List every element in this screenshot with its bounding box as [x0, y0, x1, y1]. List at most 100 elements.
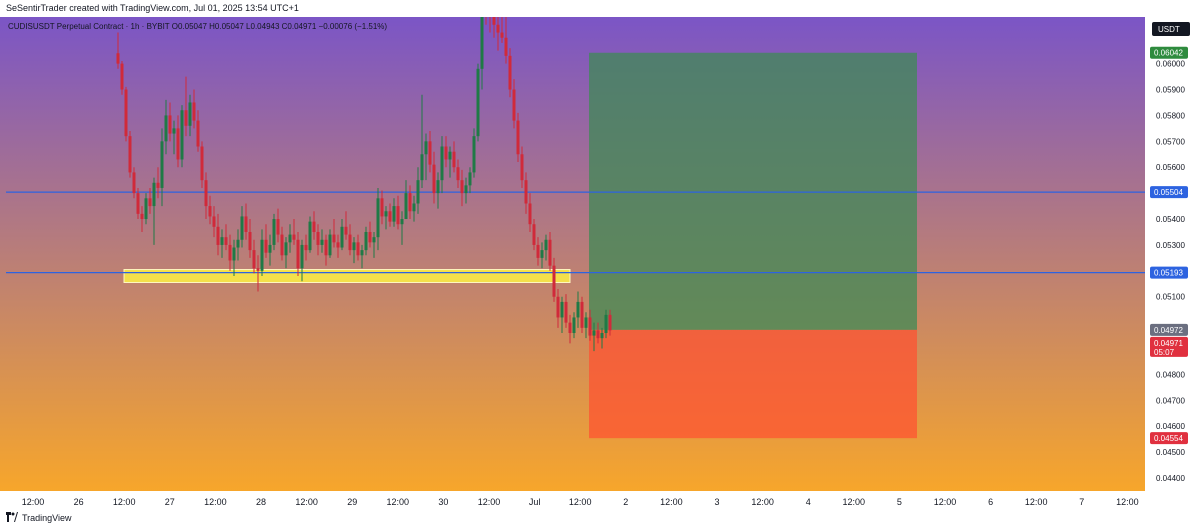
candle-body: [460, 180, 464, 194]
candle-body: [468, 172, 472, 186]
stop-price-badge-bg: [1150, 432, 1188, 445]
candle-body: [152, 182, 156, 207]
candle-body: [448, 151, 452, 160]
candle-body: [584, 317, 588, 328]
time-axis-tick-label: 3: [714, 497, 719, 507]
candle-body: [188, 102, 192, 126]
candle-body: [548, 239, 552, 266]
candle-body: [224, 237, 228, 245]
candle-body: [296, 239, 300, 269]
candle-body: [320, 239, 324, 245]
price-axis-tick-label: 0.05300: [1156, 241, 1185, 250]
candle-body: [592, 330, 596, 336]
candle-body: [200, 146, 204, 181]
price-axis-background: [1145, 17, 1200, 508]
candle-body: [120, 63, 124, 90]
candle-body: [292, 234, 296, 240]
time-axis-tick-label: 12:00: [1025, 497, 1048, 507]
candle-body: [512, 89, 516, 121]
candle-body: [392, 206, 396, 222]
candle-body: [364, 231, 368, 251]
time-axis-tick-label: 6: [988, 497, 993, 507]
candle-body: [476, 68, 480, 137]
time-axis-tick-label: 29: [347, 497, 357, 507]
candle-body: [332, 234, 336, 243]
candle-body: [444, 146, 448, 160]
level-price-badge[interactable]: 0.05193: [1150, 266, 1188, 279]
candle-body: [256, 268, 260, 271]
candle-body: [480, 17, 484, 69]
currency-badge[interactable]: USDT: [1152, 22, 1190, 36]
candle-body: [420, 154, 424, 181]
candle-body: [348, 234, 352, 251]
candle-body: [428, 141, 432, 165]
candle-body: [544, 239, 548, 251]
symbol-legend: CUDISUSDT Perpetual Contract · 1h · BYBI…: [8, 22, 387, 31]
last-price-badge-bg: [1150, 336, 1188, 357]
price-axis-tick-label: 0.05700: [1156, 137, 1185, 146]
candle-body: [140, 213, 144, 220]
target-zone: [589, 52, 917, 330]
candle-body: [528, 203, 532, 225]
candle-body: [424, 141, 428, 155]
candle-body: [264, 239, 268, 253]
candle-body: [516, 120, 520, 155]
candle-body: [492, 17, 496, 25]
candle-body: [596, 330, 600, 339]
target-price-badge[interactable]: 0.06042: [1150, 46, 1188, 59]
time-axis-tick-label: 12:00: [204, 497, 227, 507]
entry-price-badge[interactable]: 0.04972: [1150, 323, 1188, 336]
currency-label: USDT: [1158, 25, 1180, 34]
author-credit: SeSentirTrader created with TradingView.…: [6, 3, 299, 13]
support-zone: [123, 269, 571, 283]
level-price-badge[interactable]: 0.05504: [1150, 186, 1188, 199]
price-axis-tick-label: 0.05400: [1156, 215, 1185, 224]
candle-body: [204, 180, 208, 207]
candle-body: [380, 198, 384, 217]
time-axis-tick-label: 12:00: [478, 497, 501, 507]
candle-body: [236, 239, 240, 248]
time-axis-tick-label: 27: [165, 497, 175, 507]
candle-body: [508, 55, 512, 90]
time-axis-tick-label: 12:00: [569, 497, 592, 507]
candle-body: [176, 128, 180, 160]
time-axis-tick-label: 4: [806, 497, 811, 507]
candle-body: [208, 206, 212, 217]
candle-body: [160, 141, 164, 188]
stop-zone: [589, 329, 917, 439]
stop-price-badge[interactable]: 0.04554: [1150, 432, 1188, 445]
candle-body: [132, 172, 136, 194]
candle-body: [416, 180, 420, 204]
level-price-badge-bg: [1150, 186, 1188, 199]
time-axis-tick-label: 30: [438, 497, 448, 507]
candle-body: [164, 115, 168, 142]
time-axis-tick-label: 2: [623, 497, 628, 507]
candle-body: [172, 128, 176, 134]
candle-body: [328, 234, 332, 256]
time-axis-tick-label: 12:00: [843, 497, 866, 507]
candle-body: [412, 203, 416, 212]
candle-body: [316, 231, 320, 245]
target-price-badge-label: 0.06042: [1154, 49, 1183, 58]
candle-body: [220, 237, 224, 245]
candle-body: [324, 239, 328, 256]
bar-countdown-label: 05:07: [1154, 348, 1175, 357]
candle-body: [148, 198, 152, 207]
candle-body: [608, 314, 612, 331]
candle-body: [464, 185, 468, 194]
candle-body: [212, 216, 216, 227]
time-axis-background: [0, 491, 1145, 508]
candle-body: [136, 193, 140, 214]
time-axis-tick-label: 12:00: [660, 497, 683, 507]
time-axis-tick-label: 12:00: [113, 497, 136, 507]
candle-body: [388, 211, 392, 222]
candle-body: [556, 296, 560, 318]
candle-body: [216, 226, 220, 245]
candle-body: [228, 244, 232, 261]
price-chart[interactable]: 0.06000 0.05900 0.05800 0.05700 0.05600 0.054…: [0, 17, 1200, 508]
candle-body: [496, 24, 500, 33]
candle-body: [144, 198, 148, 220]
target-price-badge-bg: [1150, 46, 1188, 59]
candle-body: [400, 219, 404, 225]
